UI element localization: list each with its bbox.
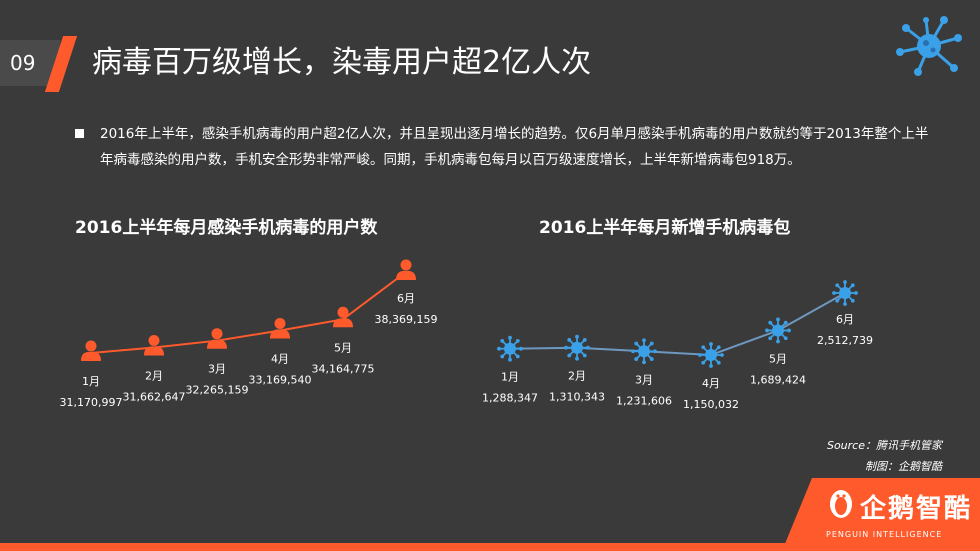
value-label: 31,662,647: [123, 390, 186, 403]
person-icon: [81, 340, 101, 361]
chart1-infected-users: 1月 31,170,997 2月 31,662,647 3月 32,265,159 4月 33…: [60, 259, 438, 409]
person-icon: [270, 318, 290, 339]
category-label: 4月: [702, 377, 720, 390]
value-label: 38,369,159: [375, 313, 438, 326]
category-label: 5月: [334, 341, 352, 354]
person-icon: [333, 306, 353, 328]
series-line: [90, 271, 407, 354]
category-label: 1月: [82, 375, 100, 388]
category-label: 5月: [769, 352, 787, 365]
chart2-title: 2016上半年每月新增手机病毒包: [539, 218, 791, 238]
brand-panel: [782, 478, 980, 551]
page-number-text: 09: [10, 51, 36, 75]
category-label: 3月: [635, 373, 653, 386]
person-icon: [207, 328, 227, 349]
virus-icon: [698, 342, 724, 368]
virus-icon: [832, 280, 858, 306]
value-label: 32,265,159: [186, 384, 249, 397]
source-note: Source：腾讯手机管家: [826, 439, 942, 452]
chart2-new-virus-packages: 1月 1,288,347 2月 1,310,343 3月 1,231,606 4月 1,150…: [482, 280, 873, 411]
category-label: 2月: [568, 370, 586, 383]
brand-subtitle: PENGUIN INTELLIGENCE: [826, 530, 943, 539]
category-label: 2月: [145, 369, 163, 382]
value-label: 33,169,540: [249, 374, 312, 387]
category-label: 3月: [208, 363, 226, 376]
value-label: 1,150,032: [683, 398, 739, 411]
virus-icon: [564, 334, 590, 361]
value-label: 1,689,424: [750, 373, 806, 386]
maker-note: 制图：企鹅智酷: [865, 460, 942, 473]
brand-name: 企鹅智酷: [860, 494, 973, 524]
category-label: 1月: [501, 371, 519, 384]
person-icon: [144, 334, 164, 356]
chart1-title: 2016上半年每月感染手机病毒的用户数: [75, 218, 378, 238]
virus-icon: [497, 335, 523, 362]
virus-icon: [896, 16, 962, 76]
summary-text: 2016年上半年，感染手机病毒的用户超2亿人次，并且呈现出逐月增长的趋势。仅6月…: [100, 126, 929, 168]
category-label: 6月: [836, 313, 854, 326]
penguin-logo-icon: [830, 490, 852, 518]
summary-bullet: [75, 129, 84, 138]
page-number: 09: [0, 40, 60, 86]
category-label: 4月: [271, 353, 289, 366]
bottom-accent-bar: [0, 543, 800, 551]
value-label: 2,512,739: [817, 334, 873, 347]
virus-icon: [631, 338, 657, 365]
category-label: 6月: [397, 292, 415, 305]
page-title: 病毒百万级增长，染毒用户超2亿人次: [92, 45, 592, 80]
value-label: 1,231,606: [616, 394, 672, 407]
virus-icon: [765, 317, 791, 344]
person-icon: [396, 259, 416, 280]
value-label: 1,288,347: [482, 392, 538, 405]
value-label: 1,310,343: [549, 391, 605, 404]
value-label: 34,164,775: [312, 362, 375, 375]
value-label: 31,170,997: [60, 396, 122, 409]
series-line: [509, 292, 846, 357]
